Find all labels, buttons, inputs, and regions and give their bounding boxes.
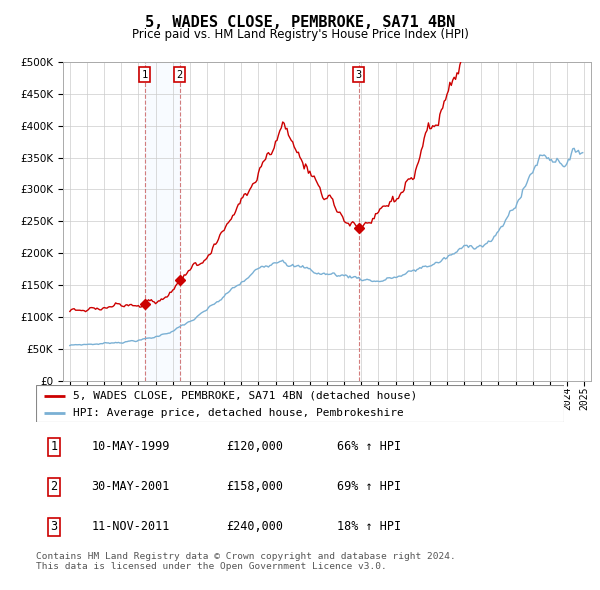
Text: 11-NOV-2011: 11-NOV-2011 [91,520,170,533]
Text: 3: 3 [50,520,58,533]
Text: 18% ↑ HPI: 18% ↑ HPI [337,520,401,533]
Text: £158,000: £158,000 [226,480,283,493]
Text: 2: 2 [50,480,58,493]
Text: 5, WADES CLOSE, PEMBROKE, SA71 4BN: 5, WADES CLOSE, PEMBROKE, SA71 4BN [145,15,455,30]
Text: HPI: Average price, detached house, Pembrokeshire: HPI: Average price, detached house, Pemb… [73,408,404,418]
Text: 2: 2 [176,70,183,80]
Text: 69% ↑ HPI: 69% ↑ HPI [337,480,401,493]
Text: 5, WADES CLOSE, PEMBROKE, SA71 4BN (detached house): 5, WADES CLOSE, PEMBROKE, SA71 4BN (deta… [73,391,417,401]
Text: 1: 1 [142,70,148,80]
Bar [145,62,180,381]
Text: Contains HM Land Registry data © Crown copyright and database right 2024.
This d: Contains HM Land Registry data © Crown c… [36,552,456,571]
Text: £120,000: £120,000 [226,440,283,453]
FancyBboxPatch shape [36,385,564,422]
Text: Price paid vs. HM Land Registry's House Price Index (HPI): Price paid vs. HM Land Registry's House … [131,28,469,41]
Text: 66% ↑ HPI: 66% ↑ HPI [337,440,401,453]
Text: 30-MAY-2001: 30-MAY-2001 [91,480,170,493]
Text: £240,000: £240,000 [226,520,283,533]
Text: 3: 3 [356,70,362,80]
Text: 10-MAY-1999: 10-MAY-1999 [91,440,170,453]
Text: 1: 1 [50,440,58,453]
